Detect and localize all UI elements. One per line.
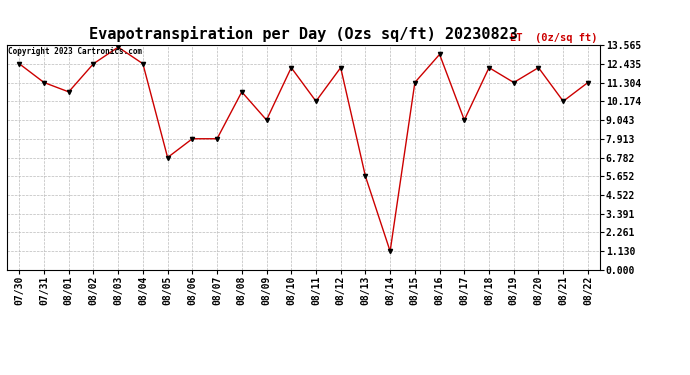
Title: Evapotranspiration per Day (Ozs sq/ft) 20230823: Evapotranspiration per Day (Ozs sq/ft) 2…: [89, 27, 518, 42]
Text: Copyright 2023 Cartronics.com: Copyright 2023 Cartronics.com: [8, 47, 142, 56]
Text: ET  (0z/sq ft): ET (0z/sq ft): [510, 33, 598, 43]
